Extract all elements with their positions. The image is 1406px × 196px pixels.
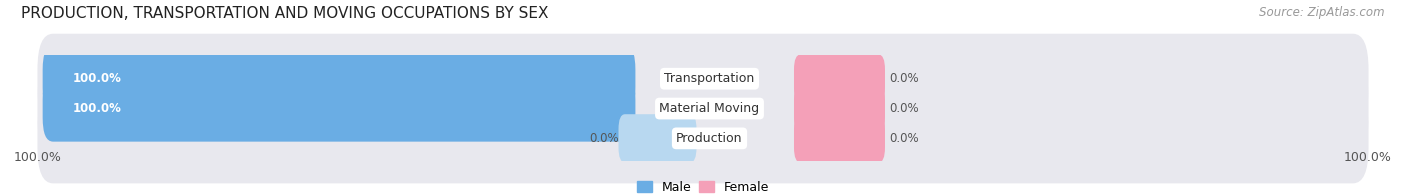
Text: 0.0%: 0.0% bbox=[889, 72, 918, 85]
Text: PRODUCTION, TRANSPORTATION AND MOVING OCCUPATIONS BY SEX: PRODUCTION, TRANSPORTATION AND MOVING OC… bbox=[21, 6, 548, 21]
Text: Source: ZipAtlas.com: Source: ZipAtlas.com bbox=[1260, 6, 1385, 19]
Text: 100.0%: 100.0% bbox=[14, 151, 62, 164]
Text: 0.0%: 0.0% bbox=[889, 132, 918, 145]
FancyBboxPatch shape bbox=[794, 84, 884, 133]
FancyBboxPatch shape bbox=[619, 114, 696, 162]
FancyBboxPatch shape bbox=[38, 93, 1368, 183]
Text: 100.0%: 100.0% bbox=[73, 102, 121, 115]
Text: Production: Production bbox=[676, 132, 742, 145]
FancyBboxPatch shape bbox=[794, 114, 884, 162]
FancyBboxPatch shape bbox=[794, 54, 884, 103]
Text: 100.0%: 100.0% bbox=[73, 72, 121, 85]
Legend: Male, Female: Male, Female bbox=[631, 176, 775, 196]
FancyBboxPatch shape bbox=[42, 75, 636, 142]
Text: 0.0%: 0.0% bbox=[589, 132, 619, 145]
Text: 100.0%: 100.0% bbox=[1344, 151, 1392, 164]
Text: Material Moving: Material Moving bbox=[659, 102, 759, 115]
FancyBboxPatch shape bbox=[38, 34, 1368, 124]
FancyBboxPatch shape bbox=[42, 46, 636, 112]
Text: 0.0%: 0.0% bbox=[889, 102, 918, 115]
FancyBboxPatch shape bbox=[38, 64, 1368, 153]
Text: Transportation: Transportation bbox=[665, 72, 755, 85]
